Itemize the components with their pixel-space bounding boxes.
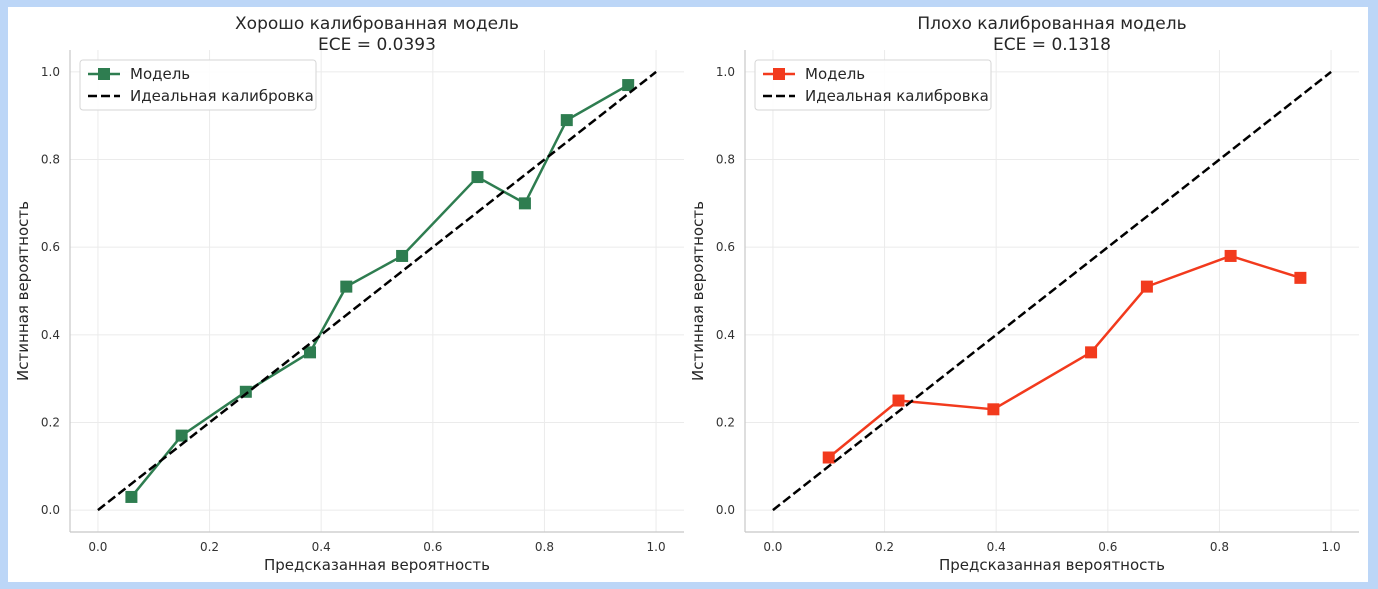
- x-tick-label: 0.4: [987, 540, 1006, 554]
- x-tick-label: 0.2: [200, 540, 219, 554]
- x-tick-label: 0.8: [1210, 540, 1229, 554]
- legend: Модель Идеальная калибровка: [79, 59, 317, 111]
- y-tick-label: 1.0: [716, 65, 735, 79]
- model-data-point: [340, 280, 353, 293]
- y-tick-label: 0.0: [716, 503, 735, 517]
- legend-ideal-label: Идеальная калибровка: [805, 87, 989, 105]
- legend-box: [79, 59, 317, 111]
- x-tick-label: 1.0: [647, 540, 666, 554]
- model-data-point: [560, 114, 573, 127]
- model-data-point: [1224, 249, 1237, 262]
- model-data-point: [125, 490, 138, 503]
- x-tick-label: 0.4: [312, 540, 331, 554]
- ideal-calibration-line: [772, 70, 1332, 512]
- y-tick-label: 0.4: [716, 328, 735, 342]
- model-data-point: [1140, 280, 1153, 293]
- y-tick-label: 0.6: [716, 240, 735, 254]
- y-tick-label: 1.0: [41, 65, 60, 79]
- x-tick-label: 0.8: [535, 540, 554, 554]
- legend-model-label: Модель: [130, 65, 190, 83]
- chart-title: Плохо калиброванная модель: [917, 14, 1186, 34]
- x-tick-label: 0.2: [875, 540, 894, 554]
- x-tick-label: 0.6: [1098, 540, 1117, 554]
- model-series-line: [827, 254, 1301, 459]
- figure-frame: 0.0 0.2 0.4 0.6 0.8 1.0 0.0 0.2 0.4 0.6 0.8 1.0 Пред…: [8, 7, 1368, 582]
- x-axis-label: Предсказанная вероятность: [939, 556, 1165, 574]
- model-data-point: [1294, 271, 1307, 284]
- figure-canvas: 0.0 0.2 0.4 0.6 0.8 1.0 0.0 0.2 0.4 0.6 0.8 1.0 Пред…: [14, 14, 1359, 574]
- x-tick-label: 0.6: [423, 540, 442, 554]
- y-axis-label: Истинная вероятность: [14, 201, 32, 381]
- chart-title: Хорошо калиброванная модель: [235, 14, 519, 34]
- x-axis-label: Предсказанная вероятность: [264, 556, 490, 574]
- chart-panel-1: 0.0 0.2 0.4 0.6 0.8 1.0 0.0 0.2 0.4 0.6 0.8 1.0 Пред…: [14, 14, 684, 574]
- model-data-point: [396, 249, 409, 262]
- model-data-point: [622, 79, 635, 92]
- chart-panel-2: 0.0 0.2 0.4 0.6 0.8 1.0 0.0 0.2 0.4 0.6 0.8 1.0 Пред…: [689, 14, 1359, 574]
- model-data-point: [822, 451, 835, 464]
- x-tick-label: 1.0: [1322, 540, 1341, 554]
- legend-ideal-label: Идеальная калибровка: [130, 87, 314, 105]
- x-tick-label: 0.0: [763, 540, 782, 554]
- model-data-point: [987, 403, 1000, 416]
- model-data-point: [892, 394, 905, 407]
- legend-model-label: Модель: [805, 65, 865, 83]
- y-tick-label: 0.2: [716, 415, 735, 429]
- model-series-line: [130, 83, 629, 498]
- model-data-point: [175, 429, 188, 442]
- legend: Модель Идеальная калибровка: [754, 59, 992, 111]
- model-data-point: [518, 197, 531, 210]
- model-data-point: [1085, 346, 1098, 359]
- y-tick-label: 0.2: [41, 415, 60, 429]
- chart-subtitle: ECE = 0.1318: [993, 35, 1111, 55]
- model-data-point: [471, 171, 484, 184]
- y-tick-label: 0.0: [41, 503, 60, 517]
- x-tick-label: 0.0: [88, 540, 107, 554]
- y-tick-label: 0.8: [716, 153, 735, 167]
- chart-subtitle: ECE = 0.0393: [318, 35, 436, 55]
- y-tick-label: 0.8: [41, 153, 60, 167]
- legend-model-marker: [773, 68, 785, 80]
- ideal-calibration-line: [97, 70, 657, 512]
- legend-box: [754, 59, 992, 111]
- model-data-point: [304, 346, 317, 359]
- y-tick-label: 0.6: [41, 240, 60, 254]
- y-tick-label: 0.4: [41, 328, 60, 342]
- legend-model-marker: [98, 68, 110, 80]
- y-axis-label: Истинная вероятность: [689, 201, 707, 381]
